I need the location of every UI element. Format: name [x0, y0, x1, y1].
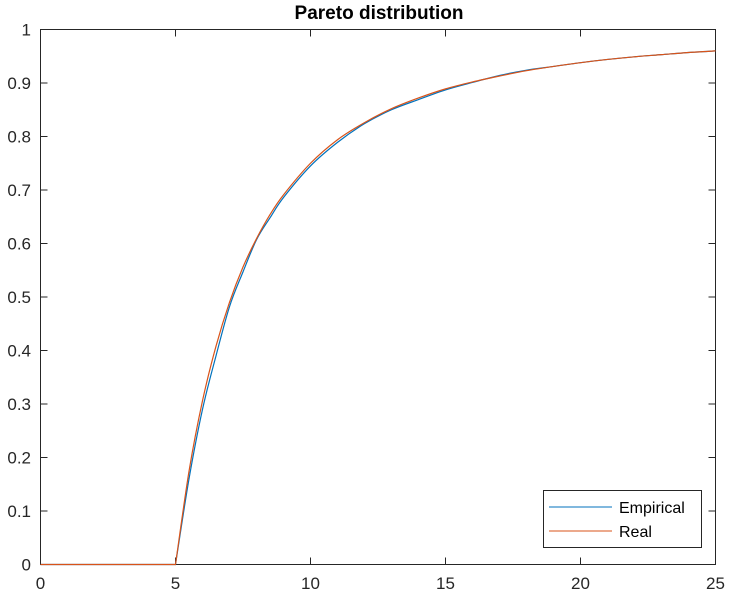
y-tick-label: 0.3 — [7, 395, 31, 414]
y-tick-label: 0.6 — [7, 235, 31, 254]
y-tick-label: 0.7 — [7, 181, 31, 200]
plot-area — [40, 29, 716, 565]
chart-title: Pareto distribution — [295, 3, 464, 24]
y-tick-label: 0.5 — [7, 288, 31, 307]
x-tick-label: 20 — [571, 574, 590, 593]
x-tick-label: 0 — [36, 574, 45, 593]
legend-box — [543, 490, 702, 548]
axis-ticks: 0 5 10 15 20 25 0 0.1 0.2 0.3 0.4 0.5 0.6 0.7 0.8 0.9 1 — [7, 21, 725, 594]
y-tick-label: 0.4 — [7, 342, 31, 361]
y-tick-label: 0.2 — [7, 449, 31, 468]
x-tick-label: 15 — [436, 574, 455, 593]
y-tick-label: 0.9 — [7, 74, 31, 93]
legend: Empirical Real — [543, 490, 702, 548]
legend-label-empirical: Empirical — [619, 500, 685, 517]
y-tick-label: 1 — [22, 21, 31, 40]
y-tick-label: 0.8 — [7, 128, 31, 147]
x-tick-label: 5 — [171, 574, 180, 593]
series-layer — [40, 50, 716, 566]
y-tick-label: 0 — [22, 556, 31, 575]
legend-label-real: Real — [619, 524, 652, 541]
x-tick-label: 10 — [301, 574, 320, 593]
x-tick-label: 25 — [706, 574, 725, 593]
series-line-real — [40, 50, 716, 566]
y-tick-label: 0.1 — [7, 502, 31, 521]
